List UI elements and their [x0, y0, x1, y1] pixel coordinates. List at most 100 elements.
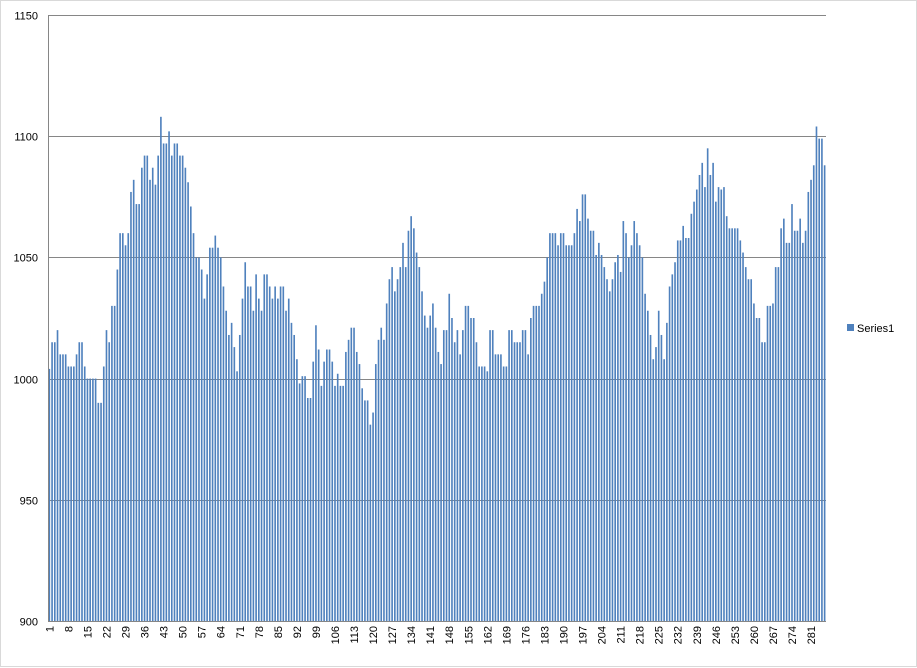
x-tick-label: 78	[254, 626, 266, 638]
bar	[647, 310, 649, 621]
bar	[323, 361, 325, 621]
bar	[472, 318, 475, 621]
bar	[769, 305, 772, 621]
bar	[823, 165, 826, 622]
bar	[146, 155, 149, 621]
bar	[113, 305, 116, 621]
bar	[758, 318, 761, 621]
bar	[451, 318, 453, 621]
x-tick-label: 1	[44, 626, 56, 632]
bar	[247, 286, 249, 621]
y-tick-labels: 900 950 1000 1050 1100 1150	[14, 11, 38, 629]
bar	[668, 286, 671, 621]
x-tick-label: 260	[749, 626, 761, 644]
bar	[119, 233, 121, 621]
bar	[576, 208, 578, 622]
bar	[380, 327, 383, 621]
bar	[200, 269, 203, 621]
x-tick-label: 218	[635, 626, 647, 644]
bar	[521, 330, 524, 621]
bar	[603, 267, 606, 621]
bar	[345, 351, 347, 621]
bar	[744, 267, 747, 621]
bar	[453, 342, 456, 621]
bar	[301, 376, 304, 621]
bar	[282, 286, 285, 621]
bar	[195, 257, 198, 621]
bar	[277, 298, 279, 621]
bar	[519, 342, 521, 621]
bar	[413, 228, 415, 621]
x-tick-label: 120	[368, 626, 380, 644]
bar	[391, 267, 393, 621]
bar	[255, 274, 257, 621]
y-tick-label: 1050	[14, 253, 38, 265]
bar	[475, 342, 478, 621]
bar	[459, 354, 461, 621]
bar	[83, 366, 86, 621]
bar	[695, 189, 698, 621]
x-tick-labels: 1 8 15 22 29 36 43 50 57 64 71 78 85 92 99 106 113 120 127…	[44, 626, 818, 644]
x-tick-label: 267	[768, 626, 780, 644]
x-tick-label: 71	[235, 626, 247, 638]
x-tick-label: 204	[597, 626, 609, 644]
legend-swatch	[847, 324, 854, 331]
bar	[432, 303, 434, 621]
bar	[685, 238, 687, 621]
bar	[394, 291, 396, 621]
bar	[184, 167, 187, 621]
bar	[802, 242, 804, 622]
bar	[222, 286, 225, 621]
bar	[500, 354, 502, 621]
bar	[581, 194, 584, 621]
bar	[693, 201, 695, 621]
bar	[783, 218, 785, 621]
bar	[366, 400, 369, 621]
bar	[372, 412, 374, 621]
x-tick-label: 64	[216, 626, 228, 638]
bar	[350, 327, 353, 621]
bar	[64, 354, 67, 621]
bar	[279, 286, 282, 621]
bar	[687, 238, 690, 621]
bar	[535, 305, 538, 621]
bar	[641, 257, 644, 621]
bar	[549, 233, 551, 621]
bar	[709, 174, 712, 622]
bar	[557, 245, 559, 621]
x-tick-label: 50	[178, 626, 190, 638]
bar	[181, 155, 184, 621]
y-tick-label: 900	[20, 617, 38, 629]
bar	[217, 247, 219, 621]
x-tick-label: 22	[101, 626, 113, 638]
bar	[258, 298, 260, 621]
bar	[682, 225, 684, 621]
bar	[739, 240, 742, 621]
bar	[268, 286, 271, 621]
bar	[815, 126, 818, 621]
bar	[445, 330, 448, 621]
bar	[423, 315, 426, 621]
bar	[698, 174, 701, 622]
bar	[440, 364, 442, 621]
bar	[570, 245, 573, 621]
bar	[230, 322, 233, 621]
bar	[617, 254, 619, 622]
bar	[538, 305, 540, 621]
bar	[130, 191, 132, 621]
bar	[328, 349, 331, 621]
bar	[396, 279, 399, 621]
bar	[706, 148, 709, 621]
bar	[317, 349, 320, 621]
bar	[293, 334, 295, 621]
y-tick-label: 1100	[14, 132, 38, 144]
gridlines	[48, 15, 826, 501]
y-tick-label: 1150	[14, 11, 38, 23]
bar	[187, 182, 189, 621]
bar	[154, 184, 157, 621]
bar	[554, 233, 557, 621]
x-tick-label: 274	[787, 626, 799, 644]
bar	[505, 366, 508, 621]
bar	[203, 298, 206, 621]
bar	[192, 233, 195, 621]
